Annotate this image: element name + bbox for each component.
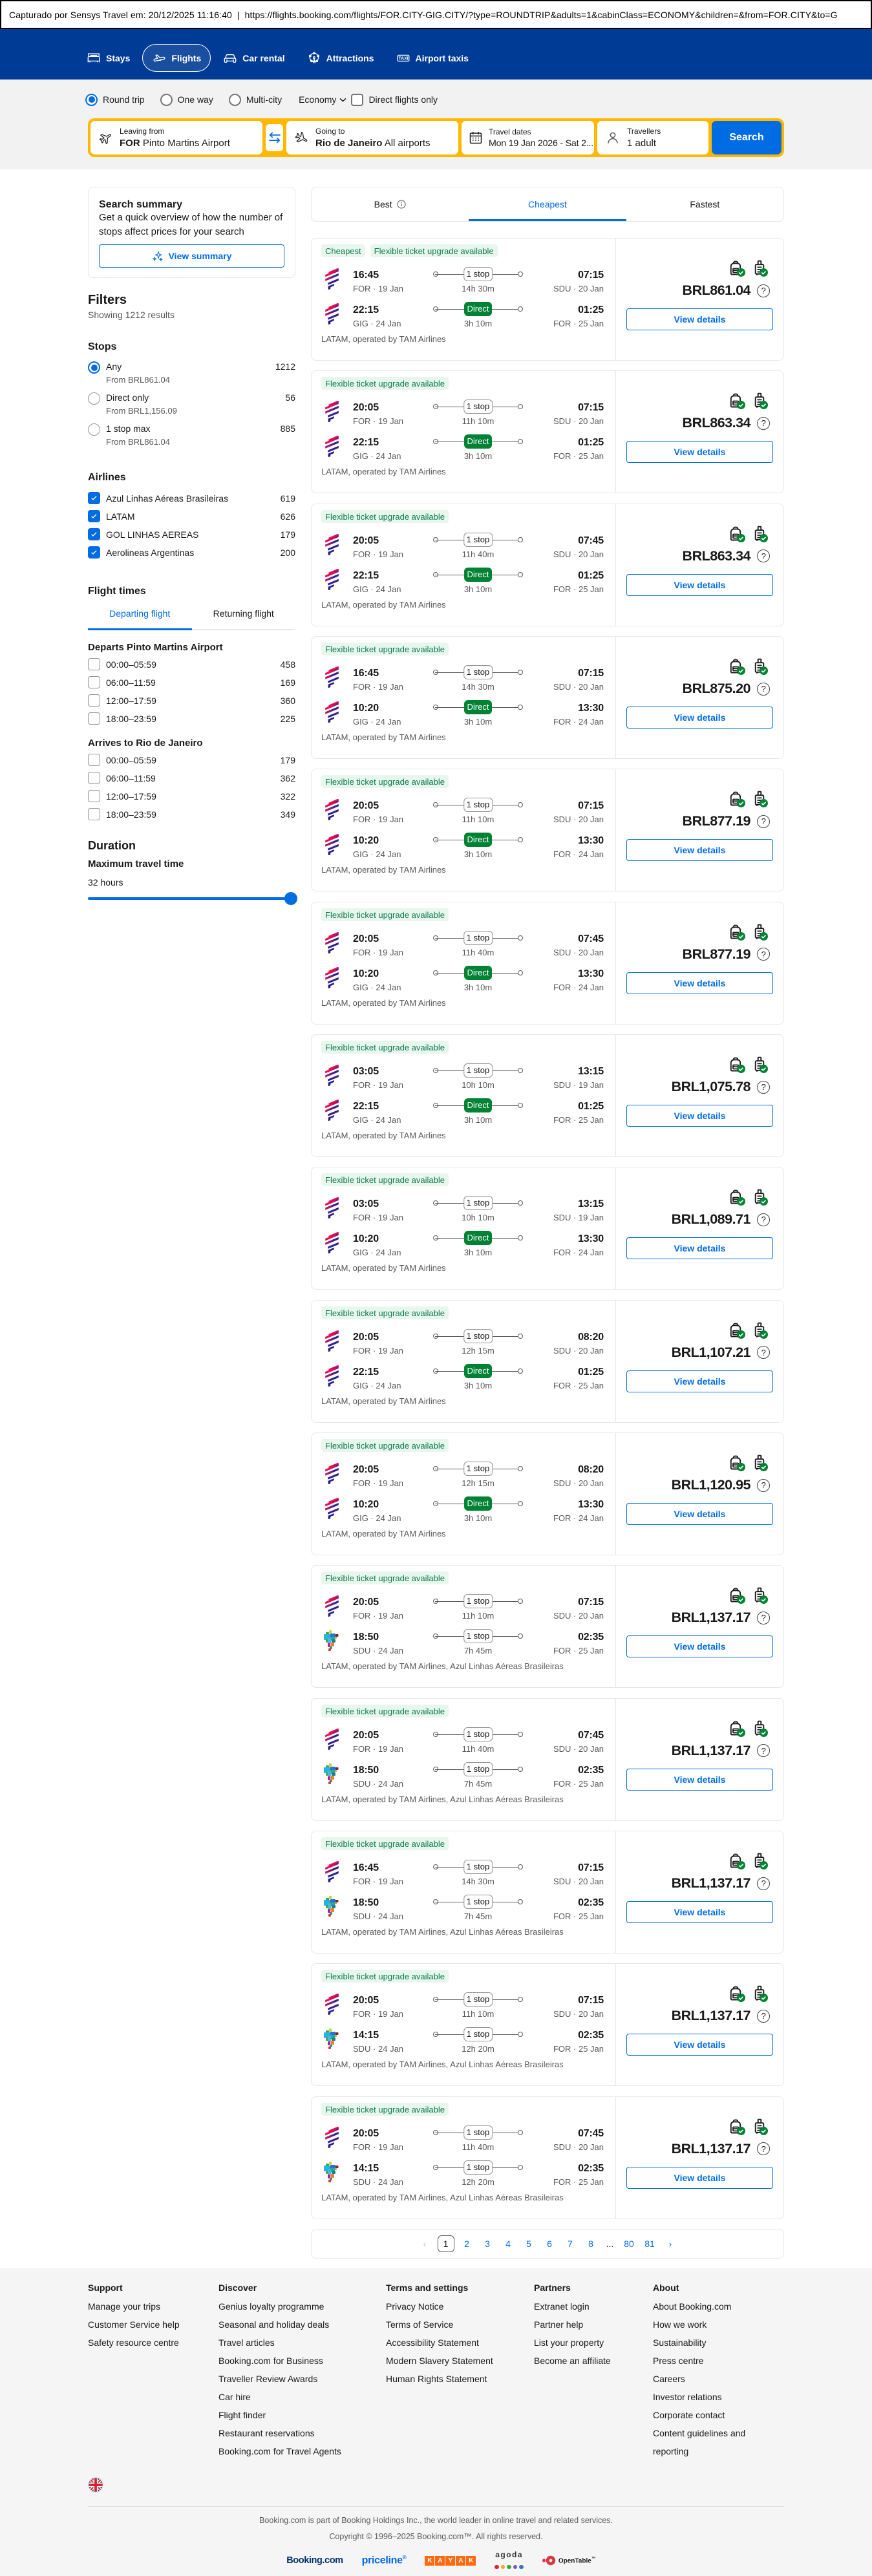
svg-text:TAXI: TAXI (398, 56, 408, 61)
